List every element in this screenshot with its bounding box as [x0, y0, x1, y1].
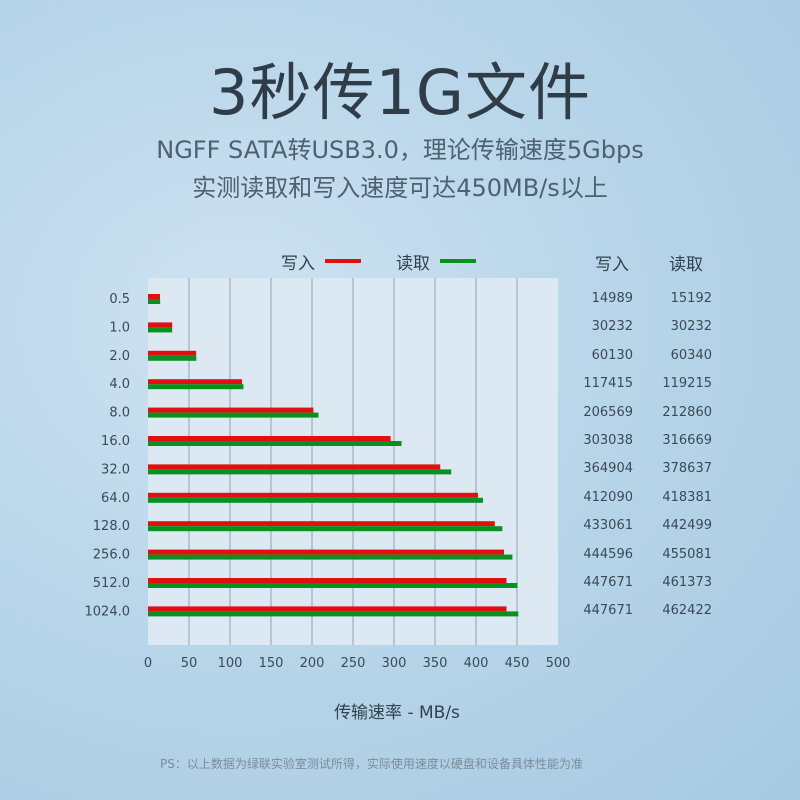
bar-write — [148, 549, 505, 555]
table-write-value: 444596 — [583, 546, 633, 562]
subtitle-line-2: 实测读取和写入速度可达450MB/s以上 — [192, 174, 608, 202]
table-read-value: 60340 — [670, 347, 712, 363]
table-read-value: 212860 — [662, 404, 712, 420]
bar-write — [148, 407, 314, 413]
y-category-label: 1.0 — [109, 320, 130, 335]
y-category-label: 256.0 — [93, 548, 130, 563]
table-read-value: 316669 — [662, 433, 712, 448]
table-write-value: 303038 — [583, 433, 633, 448]
table-write-value: 60130 — [591, 347, 633, 363]
bar-write — [148, 492, 478, 498]
table-read-header: 读取 — [669, 255, 703, 275]
y-category-label: 4.0 — [109, 377, 130, 392]
legend-write-swatch — [325, 259, 361, 263]
x-tick-label: 100 — [218, 656, 243, 671]
footnote: PS：以上数据为绿联实验室测试所得，实际使用速度以硬盘和设备具体性能为准 — [160, 757, 583, 771]
bar-write — [148, 606, 507, 612]
x-tick-label: 150 — [259, 656, 284, 671]
table-read-value: 462422 — [662, 603, 712, 619]
x-tick-label: 200 — [300, 656, 325, 671]
table-write-value: 447671 — [583, 575, 633, 590]
bar-read — [148, 327, 173, 333]
legend-write-label: 写入 — [281, 254, 315, 274]
bar-read — [148, 299, 161, 304]
y-category-label: 2.0 — [109, 349, 130, 364]
bar-write — [148, 521, 495, 527]
bar-read — [148, 441, 402, 446]
bar-write — [148, 294, 160, 299]
x-tick-label: 450 — [505, 656, 530, 671]
speed-chart: 0 50 100 150 200 250 300 350 400 450 500 0.5 1.0 2.0 4… — [85, 278, 571, 671]
table-write-value: 30232 — [591, 319, 633, 335]
bar-write — [148, 322, 173, 328]
x-tick-label: 350 — [423, 656, 448, 671]
y-category-label: 64.0 — [101, 491, 130, 506]
x-tick-label: 500 — [546, 656, 571, 671]
table-write-value: 412090 — [583, 489, 633, 505]
table-read-value: 442499 — [662, 518, 712, 534]
table-write-value: 117415 — [583, 376, 633, 392]
bar-read — [148, 497, 484, 503]
table-read-value: 119215 — [662, 376, 712, 392]
table-read-value: 461373 — [662, 575, 712, 590]
x-tick-label: 250 — [341, 656, 366, 671]
legend-read-swatch — [440, 259, 476, 263]
bar-write — [148, 464, 441, 470]
y-category-label: 16.0 — [101, 434, 130, 449]
x-tick-label: 400 — [464, 656, 489, 671]
x-tick-label: 50 — [181, 656, 198, 671]
bar-write — [148, 578, 507, 583]
x-tick-label: 300 — [382, 656, 407, 671]
bar-read — [148, 355, 197, 361]
bar-write — [148, 379, 243, 385]
table-read-value: 378637 — [662, 461, 712, 477]
table-write-value: 364904 — [583, 461, 633, 477]
table-write-header: 写入 — [595, 255, 629, 275]
table-write-value: 447671 — [583, 603, 633, 619]
bar-read — [148, 526, 503, 532]
y-category-label: 512.0 — [93, 576, 130, 591]
legend-read-label: 读取 — [396, 254, 430, 274]
table-write-value: 14989 — [591, 291, 633, 306]
bar-read — [148, 611, 519, 617]
page-title: 3秒传1G文件 — [209, 56, 591, 129]
x-axis-title: 传输速率 - MB/s — [334, 703, 460, 723]
bar-write — [148, 350, 197, 356]
bar-read — [148, 554, 513, 560]
y-category-label: 0.5 — [109, 292, 130, 307]
subtitle-line-1: NGFF SATA转USB3.0，理论传输速度5Gbps — [156, 136, 644, 164]
y-category-label: 8.0 — [109, 406, 130, 421]
bar-read — [148, 412, 319, 418]
table-write-value: 206569 — [583, 404, 633, 420]
table-read-value: 30232 — [670, 319, 712, 335]
bar-read — [148, 384, 244, 390]
bar-write — [148, 436, 391, 441]
table-read-value: 418381 — [662, 489, 712, 505]
bar-read — [148, 469, 452, 475]
table-read-value: 15192 — [670, 291, 712, 306]
y-category-label: 128.0 — [93, 519, 130, 534]
x-tick-label: 0 — [144, 656, 152, 671]
y-category-label: 32.0 — [101, 462, 130, 477]
table-read-value: 455081 — [662, 546, 712, 562]
table-write-value: 433061 — [583, 518, 633, 534]
bar-read — [148, 583, 518, 588]
y-category-label: 1024.0 — [85, 604, 131, 619]
